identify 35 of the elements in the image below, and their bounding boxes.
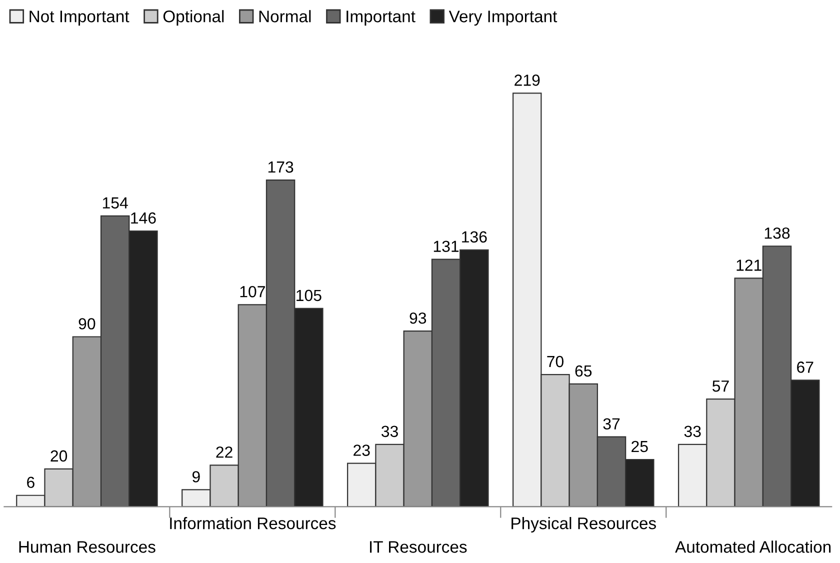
- data-label: 107: [240, 286, 265, 298]
- x-tick-label: Physical Resources: [512, 516, 656, 533]
- data-label: 154: [102, 197, 128, 209]
- data-label: 93: [410, 312, 426, 324]
- data-label: 121: [736, 260, 762, 271]
- data-label: 37: [603, 418, 620, 430]
- data-label: 70: [547, 356, 564, 368]
- data-label: 20: [50, 450, 68, 462]
- data-label: 33: [381, 426, 398, 438]
- data-label: 138: [764, 227, 790, 239]
- legend-label: Very Important: [448, 10, 558, 26]
- data-label: 90: [78, 318, 96, 330]
- data-label: 136: [462, 231, 487, 243]
- data-label: 25: [632, 440, 648, 452]
- x-tick-label: Human Resources: [19, 541, 156, 553]
- data-label: 219: [514, 74, 540, 86]
- x-tick-label: IT Resources: [370, 541, 467, 553]
- data-label: 173: [268, 161, 294, 173]
- data-label: 67: [797, 362, 814, 373]
- legend-label: Important: [346, 10, 416, 26]
- data-label: 33: [684, 426, 701, 438]
- data-label: 9: [192, 471, 200, 482]
- data-label: 23: [354, 444, 370, 456]
- data-label: 6: [27, 476, 34, 488]
- legend-label: Not Important: [30, 10, 130, 26]
- data-label: 131: [434, 240, 459, 252]
- x-tick-label: Automated Allocation: [675, 540, 831, 553]
- data-label: 146: [131, 212, 156, 224]
- data-label: 65: [575, 365, 592, 377]
- data-label: 57: [712, 380, 729, 392]
- data-label: 105: [296, 290, 322, 302]
- legend-label: Normal: [259, 10, 311, 22]
- data-label: 22: [216, 446, 232, 458]
- x-tick-label: Information Resources: [170, 516, 336, 530]
- legend-label: Optional: [163, 10, 224, 26]
